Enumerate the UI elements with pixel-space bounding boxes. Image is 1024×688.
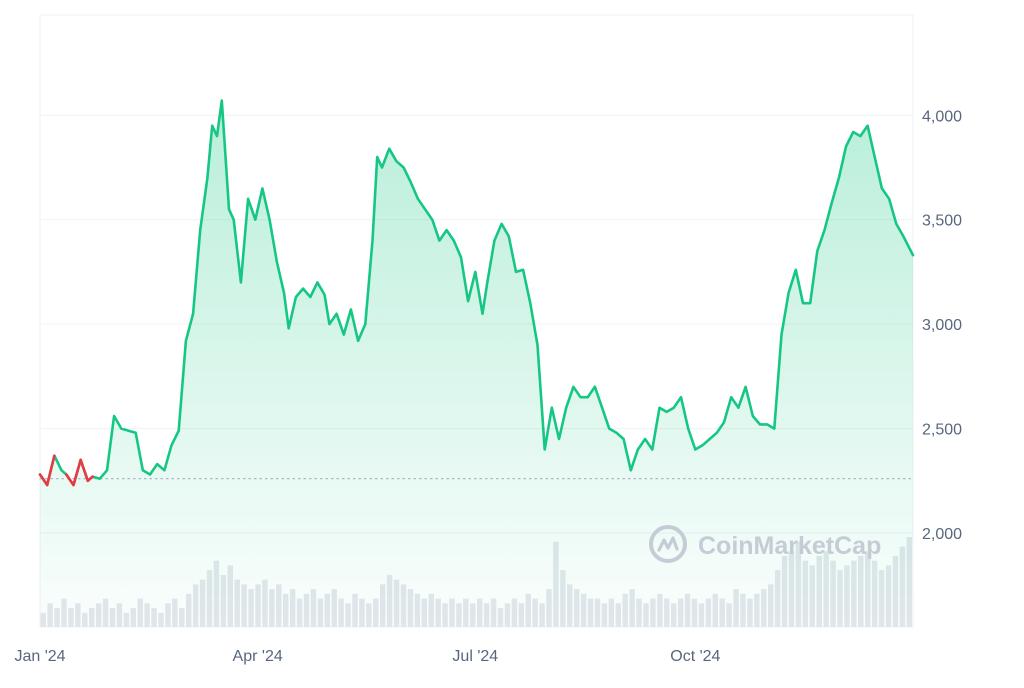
y-axis: 2,000 2,500 3,000 3,500 4,000	[922, 108, 962, 543]
y-tick-label: 3,000	[922, 317, 962, 334]
watermark-text: CoinMarketCap	[698, 532, 881, 560]
watermark: CoinMarketCap	[649, 525, 881, 563]
y-tick-label: 2,000	[922, 526, 962, 543]
y-tick-label: 4,000	[922, 108, 962, 125]
y-tick-label: 3,500	[922, 213, 962, 230]
x-axis: Jan '24 Apr '24 Jul '24 Oct '24	[14, 648, 720, 665]
y-tick-label: 2,500	[922, 422, 962, 439]
price-line-down-segment	[72, 458, 82, 487]
price-area-fill	[40, 100, 913, 628]
price-line-down-segment	[65, 473, 75, 487]
price-line-up	[38, 99, 915, 487]
price-line-down-segment	[38, 473, 49, 487]
price-area	[40, 100, 913, 628]
x-tick-label: Apr '24	[233, 648, 283, 665]
coinmarketcap-logo-icon	[649, 525, 687, 563]
price-line-down-segment	[86, 475, 94, 483]
price-line	[38, 99, 915, 487]
price-line-down-segment	[79, 458, 90, 483]
price-line-down-segment	[45, 454, 56, 487]
x-tick-label: Jul '24	[452, 648, 498, 665]
x-tick-label: Oct '24	[670, 648, 720, 665]
x-tick-label: Jan '24	[14, 648, 65, 665]
